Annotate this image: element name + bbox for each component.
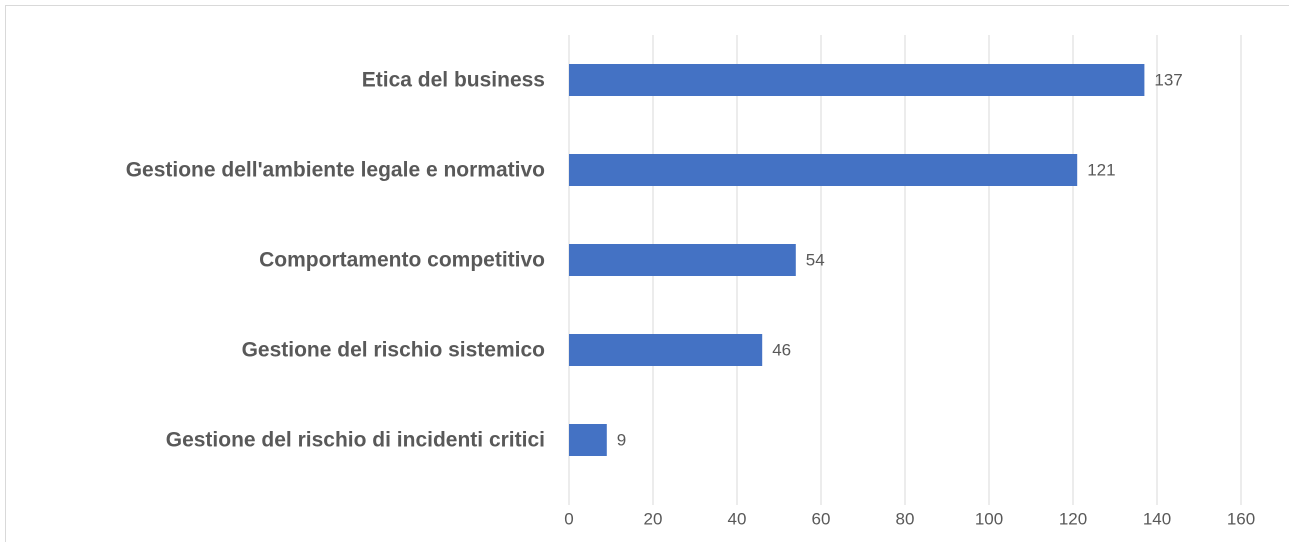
bar [569, 154, 1078, 186]
x-tick-label: 0 [564, 509, 573, 528]
x-tick-label: 160 [1227, 509, 1255, 528]
bar [569, 64, 1145, 96]
bar [569, 244, 796, 276]
data-label: 137 [1154, 70, 1182, 89]
y-tick-label: Gestione dell'ambiente legale e normativ… [126, 159, 545, 182]
x-tick-label: 20 [644, 509, 663, 528]
data-label: 46 [772, 340, 791, 359]
x-tick-label: 40 [728, 509, 747, 528]
data-label: 54 [806, 250, 825, 269]
y-tick-label: Comportamento competitivo [259, 249, 545, 272]
y-tick-label: Gestione del rischio sistemico [242, 339, 545, 362]
data-label: 9 [617, 430, 626, 449]
bar [569, 424, 607, 456]
bar [569, 334, 763, 366]
x-tick-label: 100 [975, 509, 1003, 528]
y-tick-label: Etica del business [362, 69, 545, 92]
x-tick-label: 80 [896, 509, 915, 528]
data-label: 121 [1087, 160, 1115, 179]
chart-frame [5, 5, 1289, 542]
y-tick-label: Gestione del rischio di incidenti critic… [166, 429, 545, 452]
x-tick-label: 120 [1059, 509, 1087, 528]
x-tick-label: 60 [812, 509, 831, 528]
x-tick-label: 140 [1143, 509, 1171, 528]
